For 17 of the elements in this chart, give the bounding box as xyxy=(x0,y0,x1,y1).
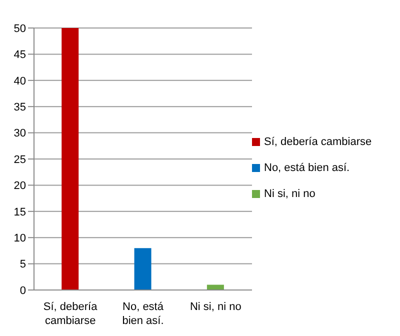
legend-label: Sí, debería cambiarse xyxy=(264,136,372,148)
y-tick-label: 45 xyxy=(14,49,26,62)
y-tick-label: 25 xyxy=(14,154,26,166)
y-tick-label: 10 xyxy=(14,232,26,245)
y-tick-label: 20 xyxy=(14,180,26,192)
y-tick-label: 40 xyxy=(14,75,26,88)
x-tick-label: Ni si, ni no xyxy=(190,301,242,313)
x-tick-label: No, está bien así. xyxy=(122,301,164,327)
y-tick-label: 35 xyxy=(14,102,26,114)
legend-label: No, está bien así. xyxy=(264,162,350,174)
y-tick-label: 30 xyxy=(14,128,26,140)
y-tick-label: 0 xyxy=(20,284,26,297)
legend-label: Ni si, ni no xyxy=(264,188,316,200)
y-tick-label: 50 xyxy=(14,22,26,35)
x-tick-label: Sí, debería cambiarse xyxy=(43,301,98,327)
y-tick-label: 15 xyxy=(14,206,26,218)
y-tick-label: 5 xyxy=(20,258,26,271)
